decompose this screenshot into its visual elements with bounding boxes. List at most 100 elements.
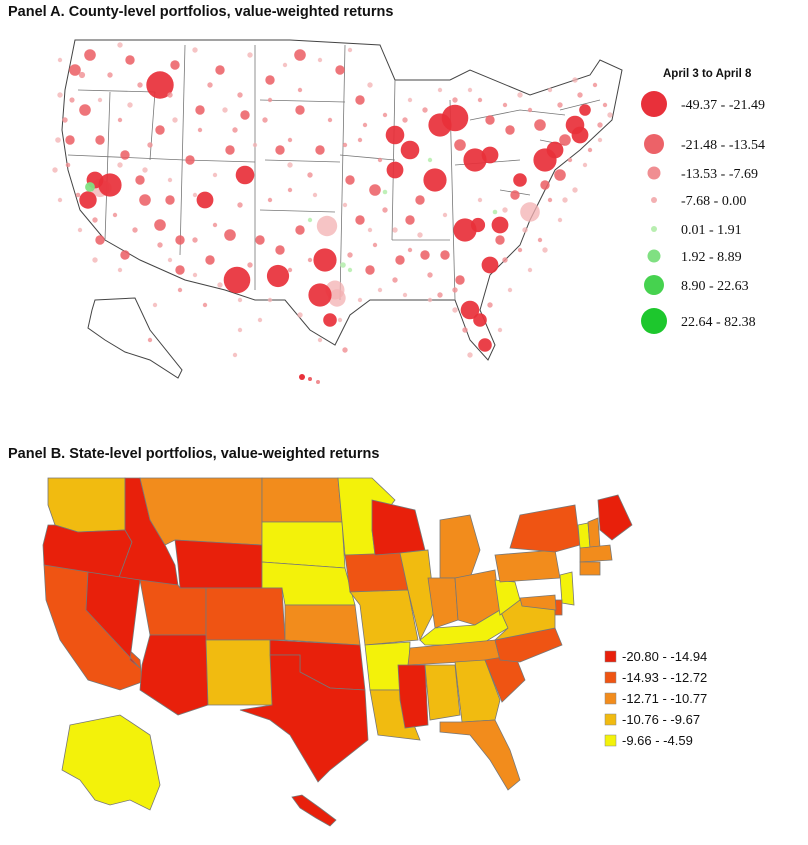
- panel-b-legend-label: -14.93 - -12.72: [622, 670, 707, 685]
- county-bubble: [117, 42, 123, 48]
- county-bubble: [455, 275, 465, 285]
- county-bubble: [117, 267, 123, 273]
- county-bubble: [95, 235, 105, 245]
- county-bubble: [196, 191, 214, 209]
- county-bubble: [307, 257, 313, 263]
- county-bubble: [454, 139, 466, 151]
- county-bubble: [79, 104, 91, 116]
- county-bubble: [177, 287, 183, 293]
- county-bubble: [167, 92, 173, 98]
- county-bubble: [297, 312, 303, 318]
- county-bubble: [317, 337, 323, 343]
- county-bubble: [437, 87, 443, 93]
- county-bubble: [57, 92, 63, 98]
- county-bubble: [478, 338, 492, 352]
- state-tx: [239, 654, 369, 783]
- county-bubble: [192, 272, 198, 278]
- county-bubble: [237, 327, 243, 333]
- county-bubble: [84, 49, 96, 61]
- panel-a-legend-label: 1.92 - 8.89: [681, 250, 742, 265]
- county-bubble: [481, 256, 499, 274]
- county-bubble: [307, 217, 313, 223]
- panel-a-legend-symbol: [647, 249, 661, 263]
- county-bubble: [255, 235, 265, 245]
- panel-b-title: Panel B. State-level portfolios, value-w…: [8, 446, 380, 462]
- state-ny: [509, 504, 581, 553]
- county-bubble: [112, 212, 118, 218]
- county-bubble: [365, 265, 375, 275]
- county-bubble: [147, 142, 153, 148]
- county-bubble: [495, 235, 505, 245]
- county-bubble: [192, 192, 198, 198]
- county-bubble: [247, 52, 253, 58]
- county-bubble: [237, 202, 243, 208]
- county-bubble: [247, 262, 253, 268]
- panel-a-legend-symbol: [647, 166, 661, 180]
- county-bubble: [157, 242, 163, 248]
- county-bubble: [517, 92, 523, 98]
- county-bubble: [559, 134, 571, 146]
- county-bubble: [167, 177, 173, 183]
- county-bubble: [212, 172, 218, 178]
- county-bubble: [92, 257, 98, 263]
- county-bubble: [342, 142, 348, 148]
- county-bubble: [377, 157, 383, 163]
- county-bubble: [382, 207, 388, 213]
- county-bubble: [257, 317, 263, 323]
- county-bubble: [392, 227, 398, 233]
- county-bubble: [117, 117, 123, 123]
- county-bubble: [267, 97, 273, 103]
- county-bubble: [287, 137, 293, 143]
- county-bubble: [417, 232, 423, 238]
- county-bubble: [69, 64, 81, 76]
- county-bubble: [237, 297, 243, 303]
- county-bubble: [340, 262, 346, 268]
- county-bubble: [602, 102, 608, 108]
- state-sd: [261, 521, 346, 569]
- state-ms: [397, 664, 429, 729]
- county-bubble: [165, 195, 175, 205]
- county-bubble: [275, 245, 285, 255]
- county-bubble: [57, 197, 63, 203]
- county-bubble: [342, 202, 348, 208]
- state-ia: [344, 552, 409, 593]
- county-bubble: [362, 122, 368, 128]
- panel-a-legend-label: 22.64 - 82.38: [681, 315, 756, 330]
- county-bubble: [597, 122, 603, 128]
- county-bubble: [65, 135, 75, 145]
- state-me: [597, 494, 633, 541]
- county-bubble: [562, 197, 568, 203]
- county-bubble: [534, 119, 546, 131]
- county-bubble: [423, 168, 447, 192]
- county-bubble: [195, 105, 205, 115]
- county-bubble: [527, 107, 533, 113]
- county-bubble: [197, 127, 203, 133]
- state-nh: [587, 517, 601, 549]
- county-bubble: [235, 165, 255, 185]
- panel-b-legend: -20.80 - -14.94 -14.93 - -12.72 -12.71 - -…: [604, 649, 707, 748]
- county-bubble: [422, 107, 428, 113]
- county-bubble: [420, 250, 430, 260]
- county-bubble: [582, 162, 588, 168]
- county-bubble: [57, 57, 63, 63]
- county-bubble: [192, 237, 198, 243]
- county-bubble: [175, 265, 185, 275]
- county-bubble: [502, 102, 508, 108]
- county-bubble: [78, 71, 86, 79]
- county-bubble: [215, 65, 225, 75]
- county-bubble: [287, 162, 293, 168]
- panel-b-legend-label: -20.80 - -14.94: [622, 649, 707, 664]
- panel-a-legend-label: -49.37 - -21.49: [681, 98, 765, 113]
- county-bubble: [202, 302, 208, 308]
- county-bubble: [565, 115, 585, 135]
- panel-b-legend-swatch: [604, 692, 617, 705]
- panel-b-states: [42, 477, 633, 827]
- panel-b-legend-label: -12.71 - -10.77: [622, 691, 707, 706]
- county-bubble: [547, 197, 553, 203]
- county-bubble: [572, 187, 578, 193]
- county-bubble: [97, 97, 103, 103]
- county-bubble: [452, 287, 458, 293]
- county-bubble: [294, 49, 306, 61]
- county-bubble: [127, 102, 133, 108]
- panel-a-map: April 3 to April 8 -49.37 - -21.49 -21.48…: [52, 39, 765, 384]
